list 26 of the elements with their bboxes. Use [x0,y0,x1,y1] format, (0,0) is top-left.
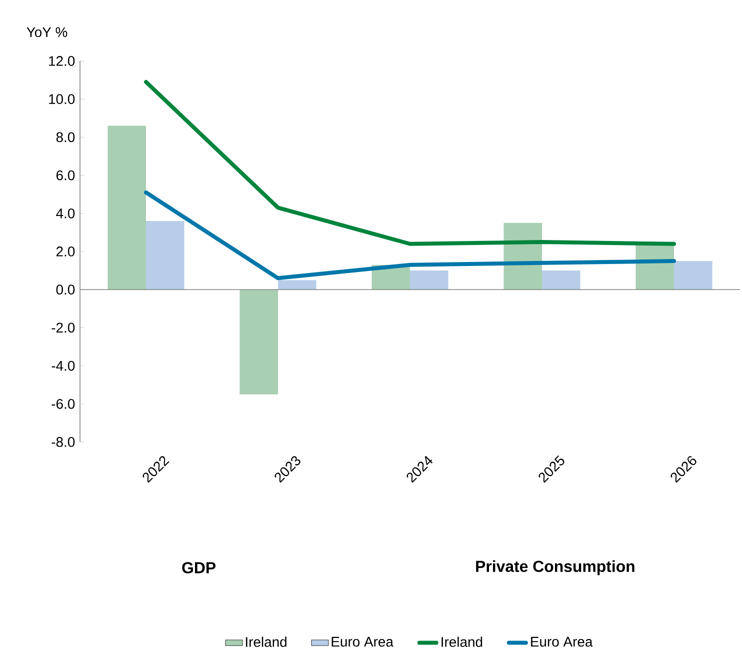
bar [240,290,278,394]
y-tick-label: 12.0 [49,56,75,66]
y-tick-label: -4.0 [52,360,75,371]
text: Private Consumption [476,560,634,576]
y-tick-label: 10.0 [49,94,75,104]
legend-label: Euro Area [531,637,593,647]
legend-label: Euro Area [332,637,394,647]
y-tick-label: -6.0 [52,399,75,409]
y-tick-label: -8.0 [52,437,75,447]
y-tick-label: 6.0 [56,170,75,180]
legend-label: Ireland [246,636,286,647]
y-tick-label: 4.0 [56,208,75,218]
bar [410,270,448,290]
y-tick-label: -2.0 [52,322,75,333]
legend-label: Ireland [442,636,482,647]
line-series [144,80,676,246]
bar [674,261,712,290]
bar [278,280,316,290]
bar [108,126,146,290]
y-tick-label: 2.0 [56,246,75,256]
bar [146,221,184,290]
bar [542,270,580,290]
text: GDP [182,562,216,574]
y-tick-label: 0.0 [56,284,75,295]
y-tick-label: 8.0 [56,132,75,142]
y-axis-title: YoY % [26,27,68,38]
